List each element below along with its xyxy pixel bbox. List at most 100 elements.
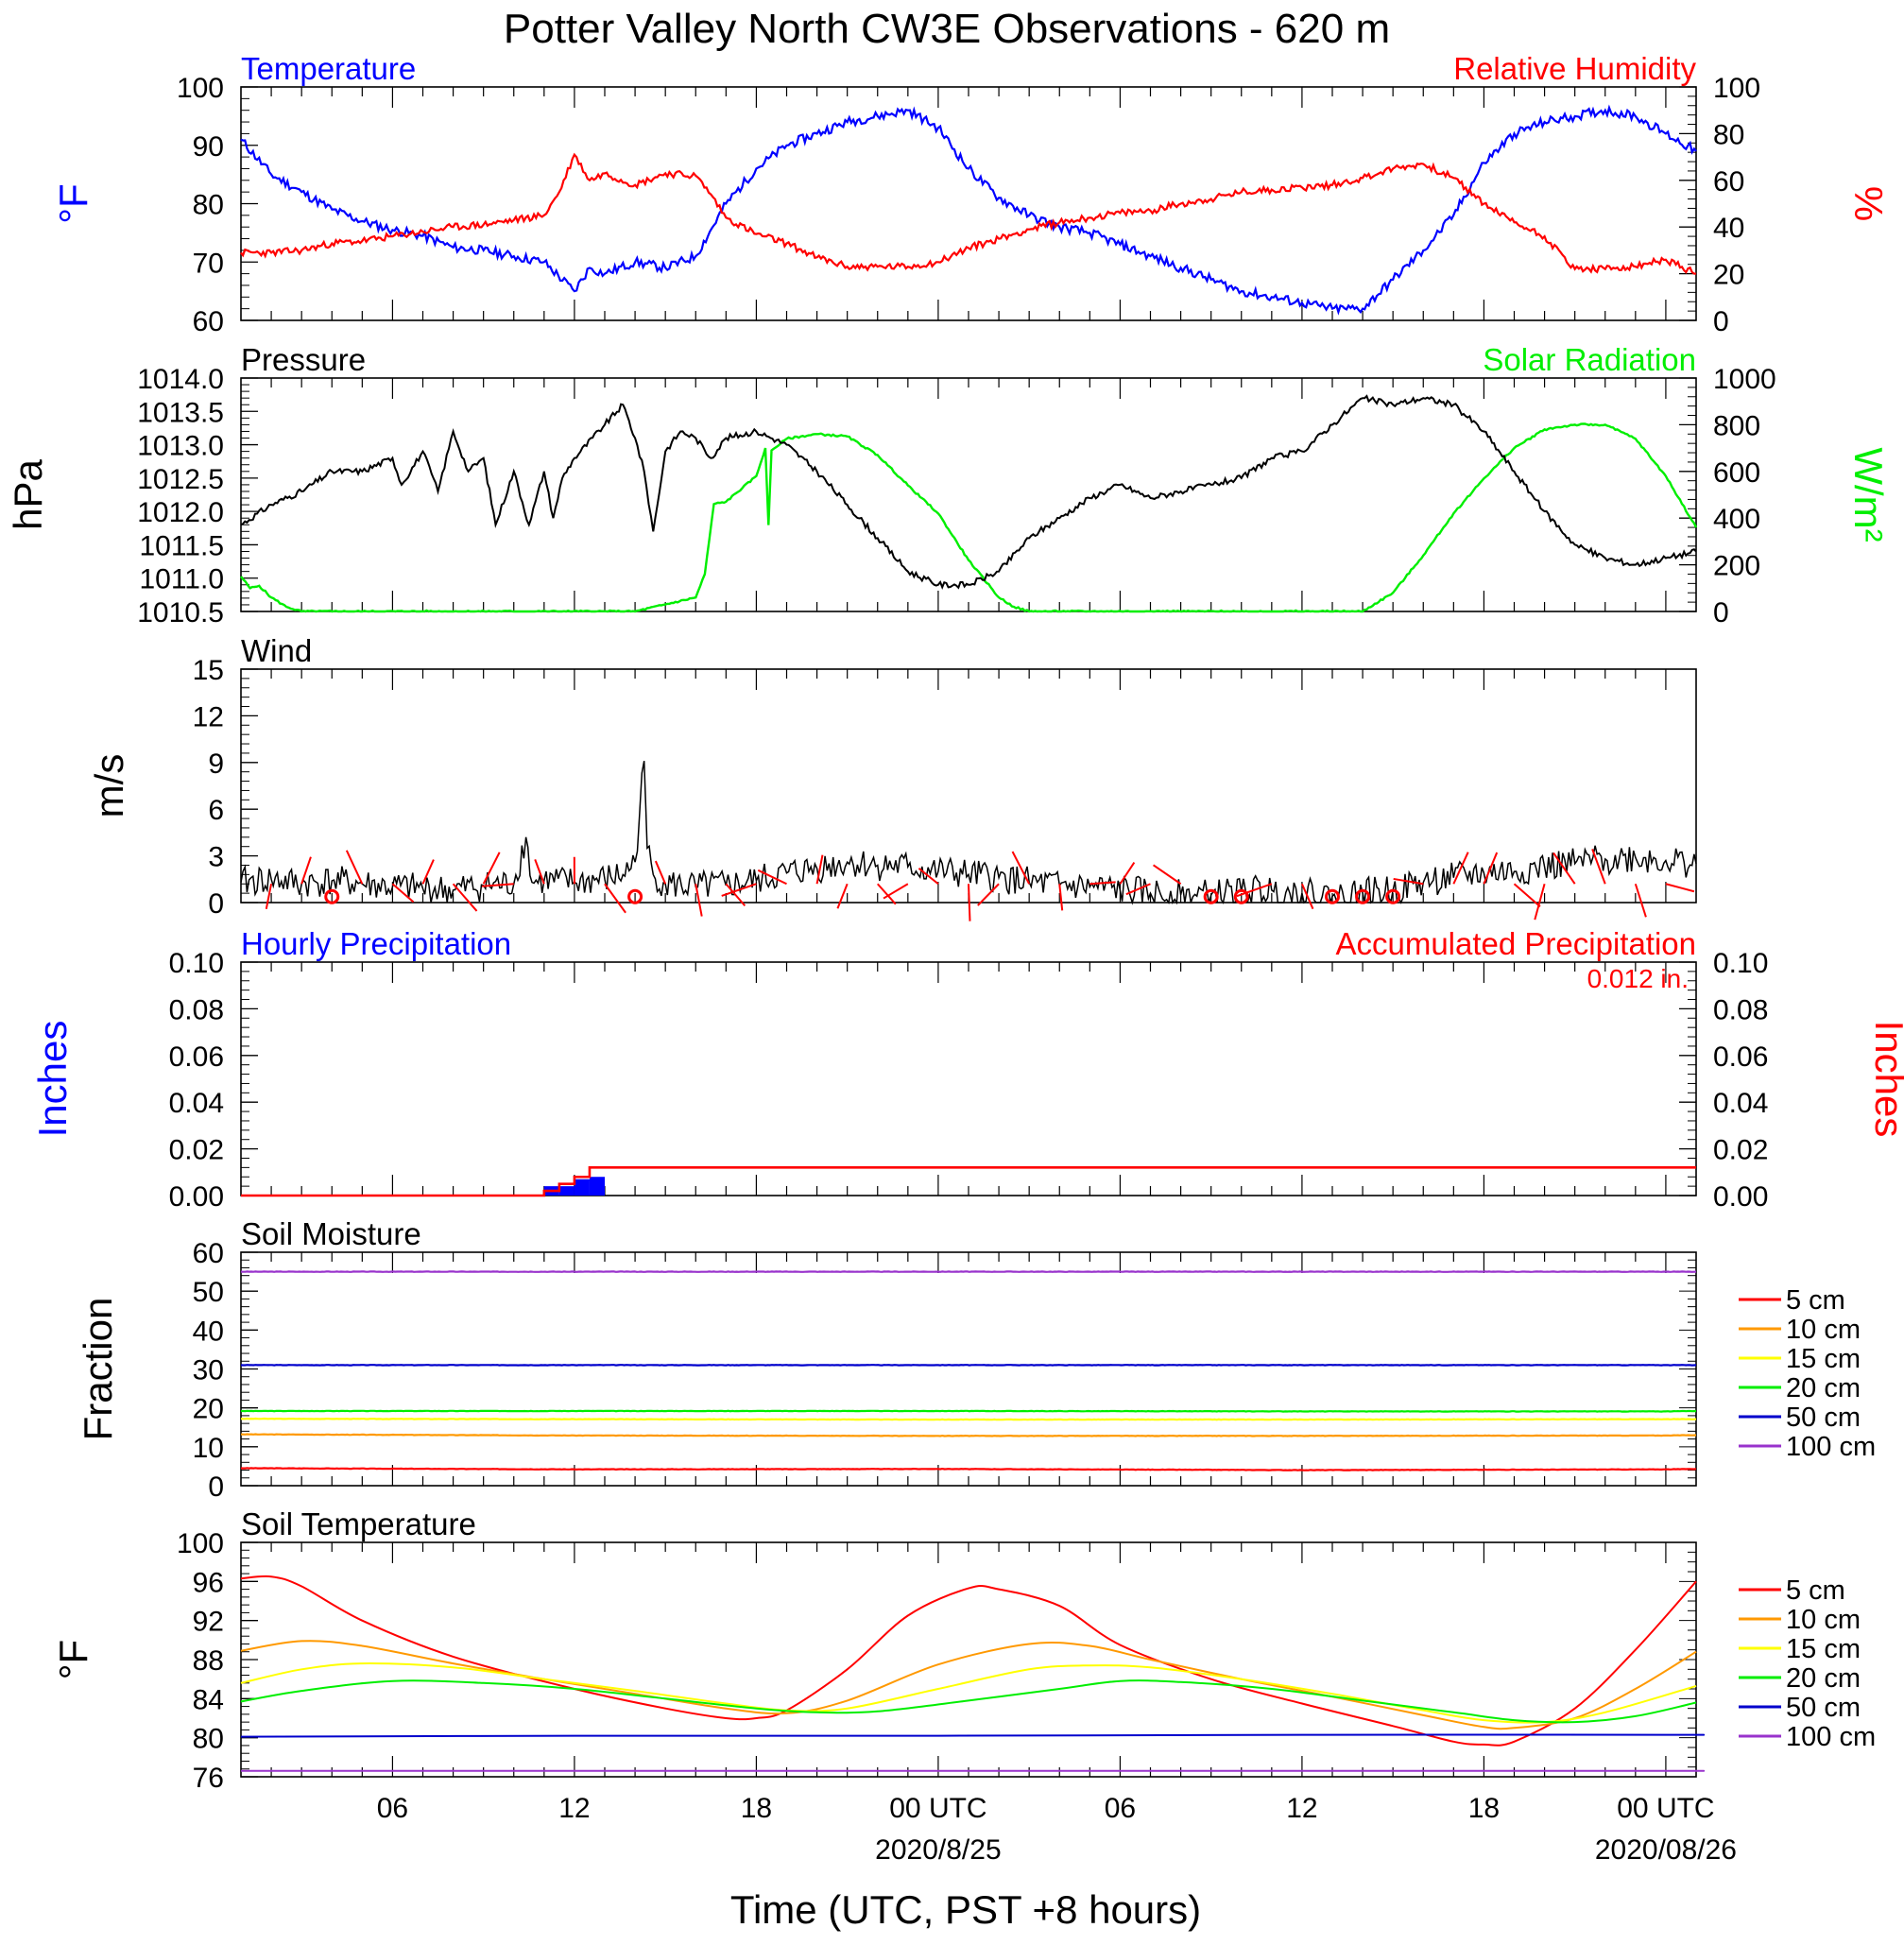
wind-barb	[721, 883, 757, 897]
panel-title-left: Soil Moisture	[241, 1216, 421, 1251]
time-tick-label: 12	[558, 1793, 590, 1824]
left-tick-label: 100	[177, 73, 224, 104]
soil-temperature-line	[240, 1733, 1706, 1738]
left-tick-label: 1011.5	[139, 530, 224, 561]
legend-label: 5 cm	[1786, 1285, 1845, 1316]
panel-precipitation: 0.00 0.02 0.04 0.06 0.08 0.10 0.00 0.02 0.04 0.06…	[30, 926, 1904, 1213]
wind-barb	[1513, 883, 1541, 908]
wind-barb	[1058, 884, 1064, 911]
left-tick-label: 0	[208, 1472, 224, 1503]
legend-entry: 15 cm	[1739, 1634, 1861, 1664]
right-tick-label: 0.10	[1713, 948, 1768, 979]
panel-title-left: Wind	[241, 633, 312, 668]
left-tick-label: 92	[193, 1607, 224, 1638]
wind-barb	[877, 883, 897, 905]
wind-barb	[654, 860, 667, 885]
panel-title-left: Hourly Precipitation	[241, 926, 511, 961]
left-tick-label: 12	[193, 701, 224, 732]
wind-barb	[452, 883, 478, 912]
hourly-precip-bar	[558, 1186, 575, 1196]
wind-barb	[1552, 852, 1576, 885]
wind-barb	[1634, 883, 1647, 918]
calm-wind-marker	[324, 888, 340, 904]
left-tick-label: 96	[193, 1567, 224, 1598]
calm-wind-marker	[1355, 888, 1371, 904]
calm-wind-marker	[1203, 888, 1219, 904]
calm-wind-marker	[1233, 888, 1249, 904]
legend-entry: 10 cm	[1739, 1605, 1861, 1635]
panel-title-left: Pressure	[241, 342, 366, 377]
right-tick-label: 0.08	[1713, 994, 1768, 1025]
panel-title-left: Soil Temperature	[241, 1506, 476, 1541]
accumulated-precip-line	[241, 1166, 1696, 1197]
left-tick-label: 0.08	[169, 994, 224, 1025]
wind-barb	[1534, 883, 1546, 921]
soil-moisture-line	[240, 1417, 1697, 1421]
wind-barb	[534, 859, 545, 885]
left-tick-label: 0.00	[169, 1181, 224, 1213]
right-tick-label: 40	[1713, 213, 1744, 244]
left-tick-label: 84	[193, 1684, 224, 1715]
wind-barb	[1089, 881, 1116, 886]
left-tick-label: 1011.0	[139, 564, 224, 595]
wind-barb	[1393, 877, 1424, 886]
wind-barb	[1591, 849, 1606, 885]
wind-barb	[300, 856, 312, 885]
legend-entry: 20 cm	[1739, 1373, 1861, 1403]
panel-frame	[240, 961, 1697, 1196]
left-tick-label: 50	[193, 1277, 224, 1308]
date-label: 2020/08/26	[1595, 1834, 1737, 1866]
left-tick-label: 20	[193, 1394, 224, 1425]
panel-title-left: Temperature	[241, 51, 416, 86]
panel-wind: 0 3 6 9 12 15 m/s Wind	[87, 633, 1697, 921]
legend-entry: 5 cm	[1739, 1285, 1845, 1316]
left-tick-label: 9	[208, 749, 224, 780]
right-tick-label: 0.04	[1713, 1088, 1768, 1119]
right-tick-label: 800	[1713, 410, 1760, 441]
left-tick-label: 0.04	[169, 1088, 224, 1119]
wind-barb	[918, 868, 939, 886]
left-tick-label: 70	[193, 248, 224, 279]
legend-label: 15 cm	[1786, 1634, 1861, 1664]
x-axis-label: Time (UTC, PST +8 hours)	[730, 1887, 1201, 1932]
wind-barb	[1301, 883, 1314, 910]
wind-barb	[883, 883, 909, 900]
panel-pressure-solar: 1010.51011.01011.51012.01012.51013.01013…	[6, 342, 1891, 628]
wind-barb	[482, 852, 501, 885]
right-tick-label: 80	[1713, 119, 1744, 150]
soil-moisture-line	[241, 1433, 1697, 1437]
wind-barb	[421, 859, 435, 885]
left-tick-label: 100	[177, 1528, 224, 1559]
wind-barb	[391, 883, 415, 904]
left-tick-label: 60	[193, 306, 224, 337]
left-tick-label: 0.02	[169, 1135, 224, 1166]
panel-frame	[240, 1251, 1697, 1487]
pressure-series-line	[240, 394, 1697, 590]
humidity-series-line	[240, 152, 1697, 275]
left-tick-label: 40	[193, 1316, 224, 1347]
wind-barb	[482, 883, 514, 887]
right-tick-label: 60	[1713, 166, 1744, 198]
panel-soil-temperature: 76 80 84 88 92 96 100 °F Soil Temperature 5 cm10 …	[51, 1506, 1876, 1794]
wind-speed-line	[240, 761, 1697, 905]
legend-entry: 10 cm	[1739, 1315, 1861, 1345]
wind-barb	[604, 883, 626, 914]
right-axis-label: W/m²	[1846, 447, 1891, 542]
right-tick-label: 0	[1713, 306, 1729, 337]
wind-barb	[345, 850, 364, 885]
legend-label: 10 cm	[1786, 1315, 1861, 1345]
panel-frame	[240, 86, 1697, 321]
legend-label: 15 cm	[1786, 1344, 1861, 1374]
legend-entry: 50 cm	[1739, 1693, 1861, 1723]
panel-frame	[240, 1541, 1697, 1778]
left-tick-label: 0	[208, 888, 224, 920]
legend-entry: 100 cm	[1739, 1432, 1876, 1462]
right-tick-label: 100	[1713, 73, 1760, 104]
right-tick-label: 200	[1713, 551, 1760, 582]
left-tick-label: 90	[193, 131, 224, 163]
wind-barb	[1483, 852, 1499, 885]
right-tick-label: 0.02	[1713, 1135, 1768, 1166]
hourly-precip-bar	[589, 1177, 605, 1196]
panel-temperature-humidity: 60 70 80 90 100 0 20 40 60 80 100 °F % Temperature Rel…	[51, 51, 1891, 337]
